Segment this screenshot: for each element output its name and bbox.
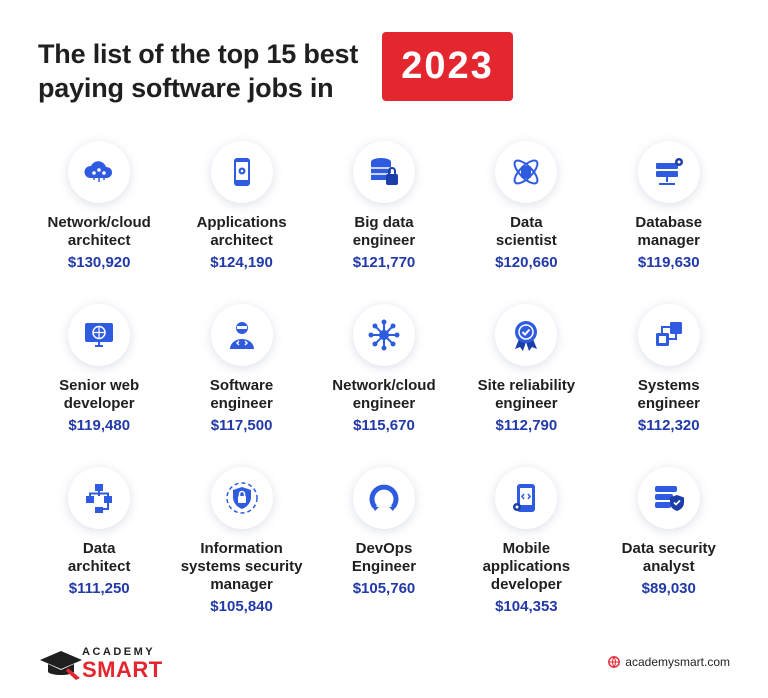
job-title: Data scientist — [495, 214, 557, 249]
job-card: Information systems security manager $10… — [170, 462, 312, 642]
year-badge: 2023 — [382, 32, 513, 101]
developer-icon — [210, 304, 273, 366]
job-title: Mobile applications developer — [482, 540, 571, 593]
job-card: Software engineer $117,500 — [170, 299, 312, 462]
job-title: Big data engineer — [352, 214, 416, 249]
database-lock-icon — [352, 141, 415, 203]
shield-lock-icon — [210, 467, 273, 529]
job-card: Big data engineer $121,770 — [313, 136, 455, 299]
atom-chip-icon — [495, 141, 558, 203]
job-card: Data architect $111,250 — [28, 462, 170, 642]
job-title: Network/cloud architect — [47, 214, 151, 249]
job-salary: $121,770 — [352, 254, 416, 271]
job-salary: $112,790 — [495, 417, 558, 434]
job-title: Data security analyst — [621, 540, 716, 575]
job-card: Network/cloud engineer $115,670 — [313, 299, 455, 462]
devops-loop-icon — [352, 467, 415, 529]
job-salary: $120,660 — [495, 254, 558, 271]
jobs-grid: Network/cloud architect $130,920 Applica… — [28, 136, 740, 642]
job-title: Network/cloud engineer — [332, 377, 436, 412]
graduation-cap-icon — [40, 651, 82, 680]
network-hub-icon — [352, 304, 415, 366]
job-title: Applications architect — [196, 214, 287, 249]
job-salary: $124,190 — [210, 254, 273, 271]
job-card: Mobile applications developer $104,353 — [455, 462, 597, 642]
job-card: Network/cloud architect $130,920 — [28, 136, 170, 299]
job-card: Site reliability engineer $112,790 — [455, 299, 597, 462]
job-salary: $105,840 — [210, 598, 273, 615]
job-salary: $111,250 — [68, 580, 130, 597]
job-title: Database manager — [635, 214, 703, 249]
job-card: Data security analyst $89,030 — [598, 462, 740, 642]
monitor-globe-icon — [68, 304, 131, 366]
job-title: Site reliability engineer — [477, 377, 576, 412]
mobile-code-icon — [495, 467, 558, 529]
academy-smart-logo: ACADEMY SMART — [38, 646, 168, 686]
page-title: The list of the top 15 best paying softw… — [38, 39, 359, 103]
globe-icon — [608, 656, 621, 668]
website-text: academysmart.com — [625, 655, 730, 669]
job-salary: $117,500 — [210, 417, 273, 434]
job-salary: $112,320 — [637, 417, 700, 434]
logo-smart-text: SMART — [82, 657, 163, 682]
job-title: Senior web developer — [59, 377, 140, 412]
job-salary: $89,030 — [641, 580, 696, 597]
hierarchy-icon — [68, 467, 131, 529]
circuit-chip-icon — [637, 304, 700, 366]
job-card: Data scientist $120,660 — [455, 136, 597, 299]
job-card: Senior web developer $119,480 — [28, 299, 170, 462]
logo-academy-text: ACADEMY — [82, 646, 156, 658]
server-gear-icon — [637, 141, 700, 203]
job-salary: $119,630 — [637, 254, 700, 271]
job-card: Applications architect $124,190 — [170, 136, 312, 299]
job-card: DevOps Engineer $105,760 — [313, 462, 455, 642]
job-salary: $105,760 — [352, 580, 416, 597]
award-badge-icon — [495, 304, 558, 366]
job-salary: $130,920 — [67, 254, 131, 271]
server-shield-icon — [637, 467, 700, 529]
job-title: DevOps Engineer — [351, 540, 417, 575]
job-title: Data architect — [67, 540, 131, 575]
job-salary: $104,353 — [495, 598, 558, 615]
website-link[interactable]: academysmart.com — [608, 655, 730, 669]
job-title: Systems engineer — [637, 377, 701, 412]
job-title: Information systems security manager — [180, 540, 303, 593]
job-salary: $119,480 — [68, 417, 131, 434]
cloud-network-icon — [68, 141, 131, 203]
job-salary: $115,670 — [353, 417, 415, 434]
mobile-app-icon — [210, 141, 273, 203]
job-card: Systems engineer $112,320 — [598, 299, 740, 462]
job-card: Database manager $119,630 — [598, 136, 740, 299]
job-title: Software engineer — [209, 377, 274, 412]
